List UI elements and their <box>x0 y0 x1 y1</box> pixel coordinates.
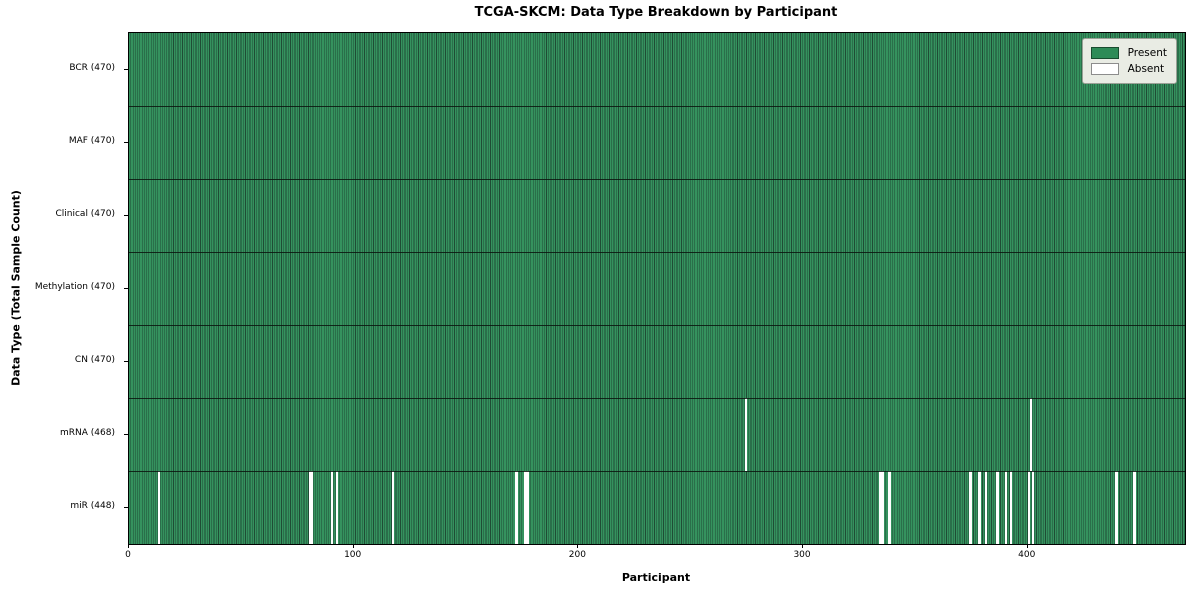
x-tick-label: 0 <box>125 550 131 560</box>
absent-cell <box>1115 471 1118 544</box>
absent-cell <box>985 471 988 544</box>
y-tick-label: MAF (470) <box>68 136 115 146</box>
legend-label-present: Present <box>1127 47 1167 59</box>
absent-cell <box>1133 471 1136 544</box>
legend-item-absent: Absent <box>1090 61 1167 77</box>
x-tick-mark <box>802 544 804 548</box>
x-tick-label: 200 <box>568 550 586 560</box>
x-tick-label: 300 <box>793 550 811 560</box>
absent-cell <box>158 471 161 544</box>
x-tick-mark <box>352 544 354 548</box>
chart-title: TCGA-SKCM: Data Type Breakdown by Partic… <box>474 5 838 20</box>
row-divider <box>129 471 1185 472</box>
x-tick-mark <box>577 544 579 548</box>
y-tick-label: mRNA (468) <box>60 428 115 438</box>
y-tick-mark <box>124 141 128 143</box>
y-tick-label: BCR (470) <box>69 63 115 73</box>
row-divider <box>129 106 1185 107</box>
x-tick-label: 400 <box>1018 550 1036 560</box>
absent-cell <box>310 471 314 544</box>
absent-cell <box>881 471 884 544</box>
y-tick-mark <box>124 506 128 508</box>
legend-item-present: Present <box>1090 45 1167 61</box>
x-axis-ticks: 0 100 200 300 400 <box>125 544 1184 566</box>
x-tick-mark <box>1026 544 1028 548</box>
absent-cell <box>1027 471 1030 544</box>
y-tick-label: miR (448) <box>70 501 115 511</box>
row-divider <box>129 179 1185 180</box>
absent-cell <box>888 471 891 544</box>
y-tick-mark <box>124 360 128 362</box>
y-tick-label: CN (470) <box>74 355 115 365</box>
absent-cell <box>1029 398 1033 471</box>
absent-cell <box>308 471 311 544</box>
y-tick-label: Methylation (470) <box>34 282 115 292</box>
absent-cell <box>335 471 338 544</box>
y-axis-tick-labels: BCR (470) MAF (470) Clinical (470) Methylat… <box>0 32 128 543</box>
row-divider <box>129 398 1185 399</box>
y-tick-mark <box>124 287 128 289</box>
x-axis-label: Participant <box>621 571 691 584</box>
absent-cell <box>969 471 972 544</box>
absent-cell <box>515 471 518 544</box>
y-tick-mark <box>124 433 128 435</box>
y-tick-label: Clinical (470) <box>55 209 115 219</box>
plot-area: Present Absent <box>128 32 1186 545</box>
y-tick-mark <box>124 68 128 70</box>
absent-cell <box>996 471 999 544</box>
y-tick-mark <box>124 214 128 216</box>
row-divider <box>129 252 1185 253</box>
absent-swatch-icon <box>1090 63 1119 75</box>
present-swatch-icon <box>1090 47 1119 59</box>
absent-cell <box>879 471 882 544</box>
absent-cell <box>1005 471 1008 544</box>
absent-cell <box>391 471 395 544</box>
absent-cell <box>524 471 527 544</box>
absent-cell <box>526 471 529 544</box>
absent-cell <box>978 471 981 544</box>
x-tick-mark <box>128 544 129 548</box>
absent-cell <box>331 471 334 544</box>
x-tick-label: 100 <box>344 550 362 560</box>
row-divider <box>129 325 1185 326</box>
legend-label-absent: Absent <box>1127 63 1165 75</box>
absent-cell <box>1009 471 1012 544</box>
absent-cell <box>744 398 747 471</box>
absent-cell <box>1032 471 1035 544</box>
legend: Present Absent <box>1081 38 1177 84</box>
